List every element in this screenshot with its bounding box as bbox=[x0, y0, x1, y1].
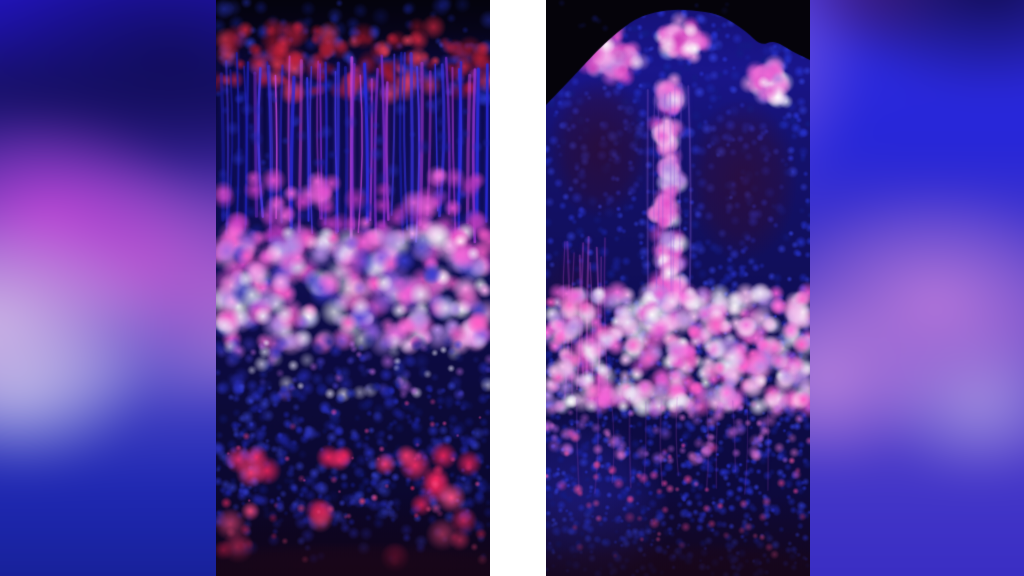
fluorescence-panel-right bbox=[546, 0, 810, 576]
background-blur-left bbox=[0, 0, 216, 576]
panel-divider bbox=[490, 0, 546, 576]
background-blur-right bbox=[810, 0, 1024, 576]
background-blur-left-fill bbox=[0, 0, 216, 576]
background-blur-right-fill bbox=[810, 0, 1024, 576]
fluorescence-panel-left bbox=[216, 0, 490, 576]
